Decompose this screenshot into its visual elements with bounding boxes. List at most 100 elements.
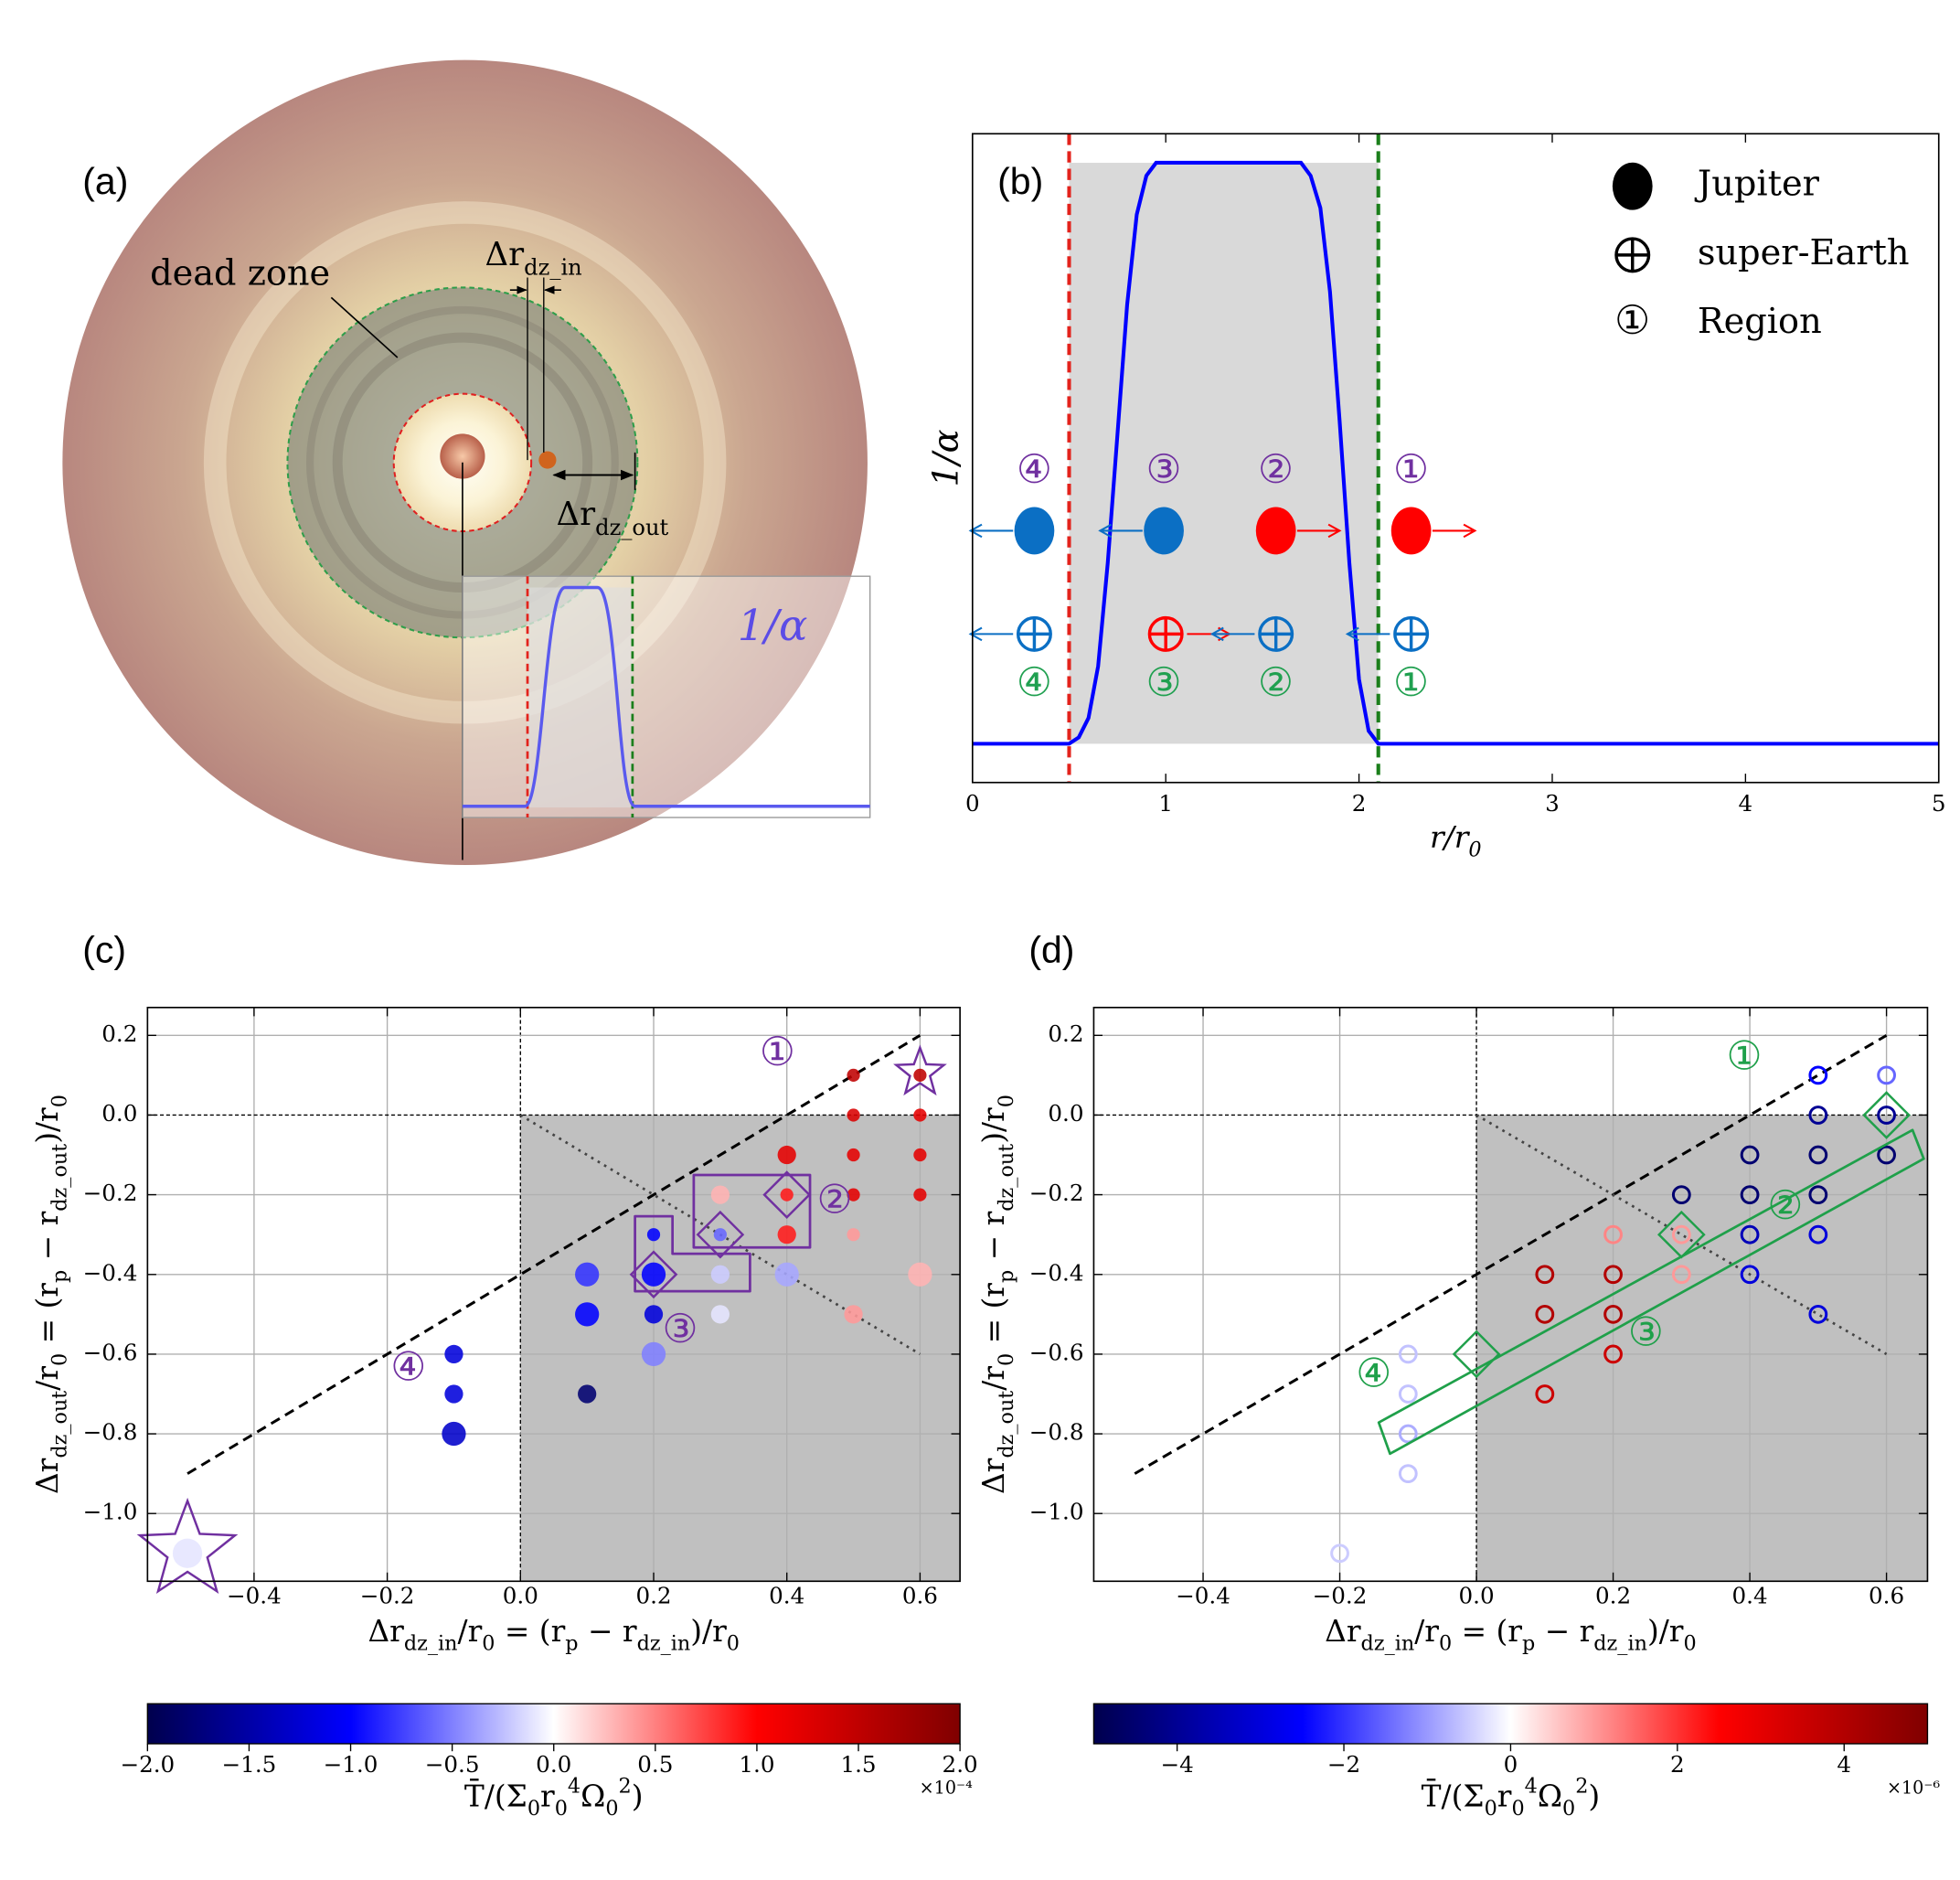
region-label: ③ [1628, 1309, 1664, 1355]
point [847, 1068, 860, 1083]
x-tick-label: −0.2 [360, 1583, 415, 1609]
label-part: − r [30, 1211, 65, 1269]
label-part: Δr [485, 236, 525, 273]
label-part: dz_out [48, 1144, 72, 1212]
point [1535, 1384, 1555, 1404]
star [440, 433, 485, 479]
marker-disc [1014, 507, 1055, 555]
colorbar-tick-label: −2 [1327, 1751, 1360, 1778]
legend-label: Jupiter [1694, 164, 1820, 205]
label-part: 0 [527, 1797, 540, 1821]
x-tick-label: 0.2 [1595, 1583, 1631, 1609]
colorbar-tick-label: 0.0 [536, 1751, 571, 1778]
x-tick-label: −0.4 [227, 1583, 282, 1609]
point [1398, 1384, 1418, 1404]
colorbar-tick-label: −0.5 [425, 1751, 480, 1778]
point [1740, 1145, 1760, 1165]
highlight-diamond [629, 1250, 678, 1299]
label-part: − r [976, 1211, 1011, 1269]
label-part: dz_in [404, 1632, 458, 1656]
point [777, 1225, 796, 1244]
region-label: ④ [1017, 659, 1052, 706]
label-part: dz_out [48, 1391, 72, 1458]
label-part: dz_in [1593, 1632, 1647, 1656]
y-tick-label: 0.0 [101, 1100, 137, 1127]
label-part: Δr [368, 1614, 404, 1649]
label-part: T̄/(Σ [464, 1777, 527, 1813]
label-part: p [48, 1270, 72, 1283]
point [1535, 1265, 1555, 1285]
point [1808, 1065, 1828, 1085]
highlight-diamond [1452, 1330, 1501, 1379]
x-tick-label: 2 [1352, 790, 1367, 817]
inset-label: 1/α [738, 601, 808, 650]
planet-marker [1098, 507, 1184, 555]
x-tick-label: 0 [965, 790, 980, 817]
point [444, 1344, 463, 1364]
y-tick-label: −0.4 [83, 1259, 138, 1286]
dr-out-label: Δrdz_out [556, 496, 668, 540]
marker-oplus-cross [1615, 239, 1649, 272]
planet-marker [1390, 507, 1477, 555]
plot-frame [146, 1006, 961, 1583]
x-tick-label: −0.4 [1176, 1583, 1230, 1609]
colorbar-tick-label: 1.0 [739, 1751, 774, 1778]
shaded-region [1476, 1115, 1928, 1582]
label-part: 0 [1468, 839, 1481, 862]
region-label: ④ [1017, 446, 1052, 493]
label-part: = (r [1452, 1614, 1522, 1649]
label-part: = (r [976, 1283, 1011, 1353]
planet-marker [1147, 615, 1232, 652]
label-part: )/r [690, 1614, 727, 1649]
point [646, 1228, 661, 1242]
point [442, 1421, 466, 1447]
y-tick-label: −0.4 [1029, 1259, 1084, 1286]
point [913, 1188, 927, 1202]
point [847, 1108, 860, 1122]
point [913, 1068, 927, 1083]
label-part: dz_in [524, 254, 582, 280]
label-part: 0 [995, 1353, 1018, 1366]
migration-arrow [1209, 626, 1255, 642]
region-label: ④ [390, 1343, 426, 1390]
label-part: 0 [1684, 1632, 1697, 1656]
point [710, 1305, 730, 1324]
label-part: )/r [30, 1107, 65, 1144]
x-tick-label: −0.2 [1313, 1583, 1368, 1609]
point [1808, 1304, 1828, 1324]
panel-label: (b) [997, 160, 1043, 202]
panel-label: (d) [1028, 929, 1074, 971]
point [1808, 1106, 1828, 1125]
migration-arrow [968, 523, 1014, 539]
label-part: ) [1588, 1779, 1600, 1813]
label-part: ) [632, 1779, 644, 1813]
point [1603, 1265, 1623, 1285]
y-tick-label: −0.6 [1029, 1339, 1084, 1365]
x-tick-label: 0.6 [1869, 1583, 1904, 1609]
colorbar-tick-label: −4 [1160, 1751, 1193, 1778]
shaded-region [520, 1115, 961, 1582]
label-part: dz_out [995, 1144, 1018, 1212]
y-tick-label: −0.2 [1029, 1180, 1084, 1206]
region-label: ③ [1145, 659, 1181, 706]
highlight-box [634, 1214, 751, 1293]
highlight-diamond [762, 1170, 812, 1219]
marker-disc [1144, 507, 1184, 555]
colorbar-tick-label: 2.0 [943, 1751, 978, 1778]
colorbar-scale-label: ×10⁻⁴ [920, 1778, 973, 1799]
colorbar-tick-label: 1.5 [840, 1751, 876, 1778]
point [913, 1108, 927, 1122]
label-part: r [1497, 1779, 1512, 1813]
panel-a: (a) dead zone Δrdz_in Δrdz_out 1/α [62, 59, 871, 865]
label-part: 0 [48, 1095, 72, 1107]
point [1877, 1106, 1896, 1125]
planet-marker [968, 507, 1055, 555]
marker-oplus-cross [1149, 617, 1182, 651]
x-tick-label: 0.0 [503, 1583, 538, 1609]
x-tick-label: 0.4 [1732, 1583, 1768, 1609]
highlight-box [1377, 1128, 1925, 1456]
y-tick-label: −0.2 [83, 1180, 138, 1206]
point [1808, 1145, 1828, 1165]
label-part: /r [1414, 1614, 1439, 1649]
